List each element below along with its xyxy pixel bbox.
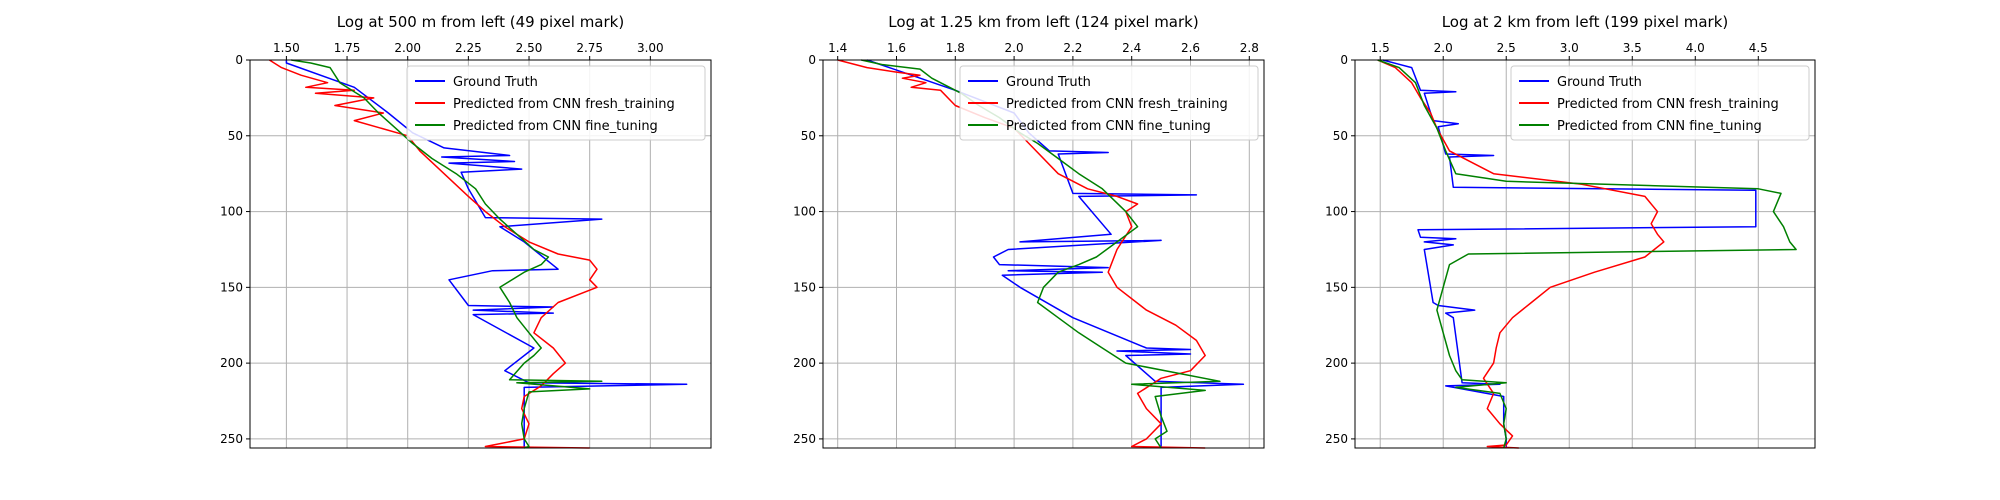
legend-label: Predicted from CNN fresh_training <box>453 97 675 112</box>
y-tick-label: 100 <box>220 205 243 219</box>
legend-box <box>1510 65 1810 141</box>
x-tick-label: 3.5 <box>1623 41 1642 55</box>
axes-frame <box>249 59 712 449</box>
x-tick-label: 2.75 <box>576 41 603 55</box>
y-tick-label: 150 <box>220 280 243 294</box>
x-tick-label: 2.5 <box>1497 41 1516 55</box>
legend: Ground Truth Predicted from CNN fresh_tra… <box>959 65 1259 141</box>
chart-title: Log at 2 km from left (199 pixel mark) <box>1442 13 1729 31</box>
x-tick-label: 2.6 <box>1181 41 1200 55</box>
x-tick-label: 2.0 <box>1005 41 1024 55</box>
chart-panel-2: 1.4 1.6 1.8 2.0 2.2 2.4 2.6 2.8 0 50 100 150 200 250 L… <box>793 13 1265 449</box>
y-tick-label: 150 <box>793 280 816 294</box>
y-tick-label: 250 <box>220 432 243 446</box>
y-tick-label: 200 <box>220 356 243 370</box>
axes-frame <box>822 59 1265 449</box>
y-tick-label: 150 <box>1325 280 1348 294</box>
y-tick-label: 100 <box>793 205 816 219</box>
x-tick-label: 1.8 <box>946 41 965 55</box>
legend-box <box>959 65 1259 141</box>
legend-label: Ground Truth <box>1557 75 1642 90</box>
legend-label: Predicted from CNN fine_tuning <box>453 119 658 134</box>
legend-box <box>406 65 706 141</box>
series-line-1 <box>866 59 1245 448</box>
y-tick-label: 200 <box>793 356 816 370</box>
y-tick-label: 50 <box>801 129 816 143</box>
legend: Ground Truth Predicted from CNN fresh_tra… <box>406 65 706 141</box>
legend-label: Ground Truth <box>453 75 538 90</box>
x-tick-label: 1.50 <box>273 41 300 55</box>
x-tick-label: 1.6 <box>887 41 906 55</box>
chart-title: Log at 1.25 km from left (124 pixel mark… <box>888 13 1198 31</box>
x-tick-label: 1.75 <box>334 41 361 55</box>
x-tick-label: 4.5 <box>1749 41 1768 55</box>
chart-panel-3: 1.5 2.0 2.5 3.0 3.5 4.0 4.5 0 50 100 150 200 250 Log … <box>1325 13 1816 449</box>
y-tick-label: 250 <box>1325 432 1348 446</box>
legend-label: Predicted from CNN fresh_training <box>1006 97 1228 112</box>
series-line-2 <box>269 59 598 449</box>
series-line-1 <box>285 60 688 448</box>
x-tick-label: 2.0 <box>1434 41 1453 55</box>
y-tick-label: 200 <box>1325 356 1348 370</box>
x-tick-label: 2.00 <box>394 41 421 55</box>
x-tick-label: 4.0 <box>1686 41 1705 55</box>
y-tick-label: 50 <box>1333 129 1348 143</box>
chart-panel-1: 1.50 1.75 2.00 2.25 2.50 2.75 3.00 0 50 100 150 200… <box>220 13 712 449</box>
legend: Ground Truth Predicted from CNN fresh_tra… <box>1510 65 1810 141</box>
y-tick-label: 50 <box>228 129 243 143</box>
series-line-3 <box>1377 59 1797 449</box>
chart-title: Log at 500 m from left (49 pixel mark) <box>337 13 624 31</box>
y-tick-label: 100 <box>1325 205 1348 219</box>
x-tick-label: 3.0 <box>1560 41 1579 55</box>
x-tick-label: 1.5 <box>1371 41 1390 55</box>
x-tick-label: 3.00 <box>637 41 664 55</box>
y-tick-label: 250 <box>793 432 816 446</box>
x-tick-label: 2.25 <box>455 41 482 55</box>
legend-label: Ground Truth <box>1006 75 1091 90</box>
x-tick-label: 2.8 <box>1240 41 1259 55</box>
axes-frame <box>1354 59 1816 449</box>
legend-label: Predicted from CNN fresh_training <box>1557 97 1779 112</box>
y-tick-label: 0 <box>1340 53 1348 67</box>
series-line-3 <box>291 59 603 449</box>
legend-label: Predicted from CNN fine_tuning <box>1006 119 1211 134</box>
y-tick-label: 0 <box>808 53 816 67</box>
legend-label: Predicted from CNN fine_tuning <box>1557 119 1762 134</box>
x-tick-label: 2.50 <box>516 41 543 55</box>
y-tick-label: 0 <box>235 53 243 67</box>
x-tick-label: 2.4 <box>1122 41 1141 55</box>
x-tick-label: 2.2 <box>1063 41 1082 55</box>
x-tick-label: 1.4 <box>828 41 847 55</box>
